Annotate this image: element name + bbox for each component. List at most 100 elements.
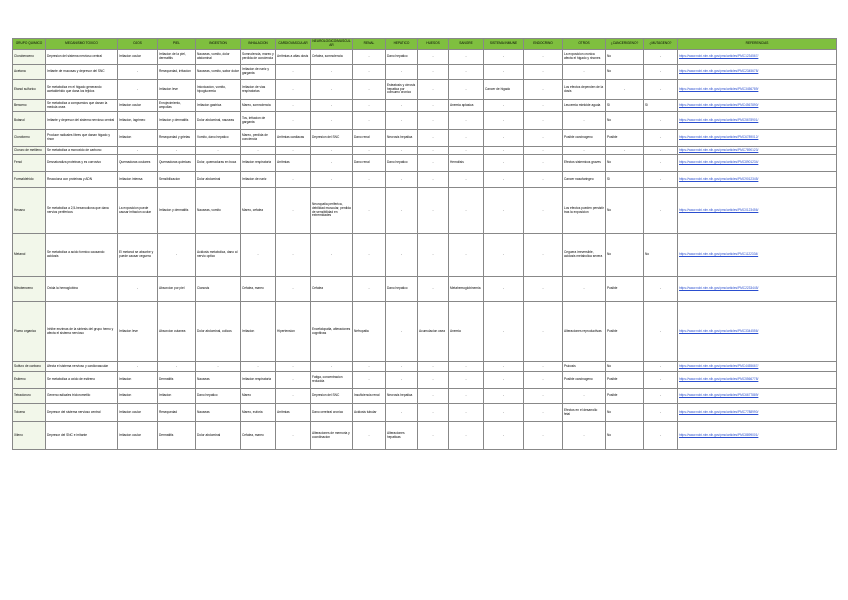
cell: Nauseas, vomito, dolor abdominal <box>195 49 241 65</box>
cell: No <box>605 111 644 130</box>
cell: Irritacion de nariz <box>240 171 276 188</box>
cell: - <box>483 301 524 362</box>
table-row: Nitrobenceno Oxida la hemoglobina - Absorci… <box>12 276 837 302</box>
cell: Irritacion respiratoria <box>240 371 276 389</box>
row-label: Sulfuro de carbono <box>12 361 46 372</box>
cell: Posible <box>605 388 644 404</box>
row-label: Cloroformo <box>12 129 46 147</box>
cell: - <box>448 388 484 404</box>
cell: Irritacion ocular <box>117 421 158 450</box>
reference-link[interactable]: https://www.ncbi.nlm.nih.gov/pmc/article… <box>677 64 837 80</box>
reference-link[interactable]: https://www.ncbi.nlm.nih.gov/pmc/article… <box>677 129 837 147</box>
cell: - <box>385 187 418 234</box>
cell: - <box>385 64 418 80</box>
cell: Se metaboliza a acido formico causando a… <box>45 233 118 277</box>
cell: Oxida la hemoglobina <box>45 276 118 302</box>
cell: - <box>448 403 484 422</box>
reference-link[interactable]: https://www.ncbi.nlm.nih.gov/pmc/article… <box>677 146 837 155</box>
cell: - <box>562 64 606 80</box>
reference-link[interactable]: https://www.ncbi.nlm.nih.gov/pmc/article… <box>677 276 837 302</box>
cell: - <box>117 146 158 155</box>
header-row: GRUPO QUIMICO MECANISMO TOXICO OJOS PIEL ING… <box>12 38 837 50</box>
cell: - <box>417 154 449 172</box>
cell: - <box>562 146 606 155</box>
cell: - <box>352 79 386 100</box>
cell: - <box>417 49 449 65</box>
cell: Absorcion cutanea <box>157 301 196 362</box>
cell: Resequedad <box>157 403 196 422</box>
cell: - <box>523 388 563 404</box>
cell: Depresion del sistema nervioso central <box>45 49 118 65</box>
reference-link[interactable]: https://www.ncbi.nlm.nih.gov/pmc/article… <box>677 111 837 130</box>
reference-link[interactable]: https://www.ncbi.nlm.nih.gov/pmc/article… <box>677 371 837 389</box>
cell: Dano renal <box>352 154 386 172</box>
reference-link[interactable]: https://www.ncbi.nlm.nih.gov/pmc/article… <box>677 233 837 277</box>
cell: - <box>483 49 524 65</box>
cell: Nauseas <box>195 371 241 389</box>
reference-link[interactable]: https://www.ncbi.nlm.nih.gov/pmc/article… <box>677 187 837 234</box>
reference-link[interactable]: https://www.ncbi.nlm.nih.gov/pmc/article… <box>677 361 837 372</box>
table-row: Plomo organico Inhibe enzimas de la sinte… <box>12 301 837 362</box>
cell: Arritmias cardiacas <box>275 129 311 147</box>
cell: Irritacion gastrica <box>195 99 241 112</box>
cell: - <box>483 421 524 450</box>
cell: Depresion del SNC <box>310 388 353 404</box>
reference-link[interactable]: https://www.ncbi.nlm.nih.gov/pmc/article… <box>677 403 837 422</box>
cell: - <box>385 233 418 277</box>
cell: Dano hepatico <box>385 49 418 65</box>
cell: - <box>275 371 311 389</box>
cell: Irritacion de vias respiratorias <box>240 79 276 100</box>
cell: - <box>240 361 276 372</box>
cell: - <box>523 99 563 112</box>
cell: Acidosis tubular <box>352 403 386 422</box>
cell: - <box>523 276 563 302</box>
table-row: Formaldehido Reacciona con proteinas y AD… <box>12 171 837 188</box>
cell: - <box>643 371 678 389</box>
cell: - <box>643 64 678 80</box>
cell: Se metaboliza a 2,5-hexanodiona que dana… <box>45 187 118 234</box>
cell: Quemaduras oculares <box>117 154 158 172</box>
reference-link[interactable]: https://www.ncbi.nlm.nih.gov/pmc/article… <box>677 79 837 100</box>
toxicity-table: GRUPO QUIMICO MECANISMO TOXICO OJOS PIEL ING… <box>12 38 837 450</box>
cell: Cianosis <box>195 276 241 302</box>
cell: Hemolisis <box>448 154 484 172</box>
cell: Anemia <box>448 301 484 362</box>
cell: - <box>117 64 158 80</box>
cell: Mareo <box>240 388 276 404</box>
cell: - <box>605 79 644 100</box>
cell: - <box>385 99 418 112</box>
cell: - <box>523 111 563 130</box>
cell: - <box>643 361 678 372</box>
reference-link[interactable]: https://www.ncbi.nlm.nih.gov/pmc/article… <box>677 49 837 65</box>
cell: - <box>310 64 353 80</box>
cell: Efectos sistemicos graves <box>562 154 606 172</box>
reference-link[interactable]: https://www.ncbi.nlm.nih.gov/pmc/article… <box>677 99 837 112</box>
cell: - <box>417 129 449 147</box>
cell: - <box>275 64 311 80</box>
cell: Dano cerebral cronico <box>310 403 353 422</box>
column-header: OJOS <box>117 38 158 50</box>
cell: - <box>483 388 524 404</box>
cell: - <box>643 403 678 422</box>
cell: - <box>417 233 449 277</box>
cell: - <box>417 421 449 450</box>
cell: Depresion del SNC <box>310 129 353 147</box>
reference-link[interactable]: https://www.ncbi.nlm.nih.gov/pmc/article… <box>677 154 837 172</box>
cell: - <box>157 361 196 372</box>
cell: Irritacion <box>117 129 158 147</box>
reference-link[interactable]: https://www.ncbi.nlm.nih.gov/pmc/article… <box>677 171 837 188</box>
cell: - <box>352 64 386 80</box>
cell: Arritmias <box>275 154 311 172</box>
reference-link[interactable]: https://www.ncbi.nlm.nih.gov/pmc/article… <box>677 388 837 404</box>
cell: - <box>417 403 449 422</box>
reference-link[interactable]: https://www.ncbi.nlm.nih.gov/pmc/article… <box>677 421 837 450</box>
cell: - <box>310 154 353 172</box>
cell: Posible <box>605 129 644 147</box>
cell: Irritacion leve <box>117 301 158 362</box>
cell: - <box>117 79 158 100</box>
cell: Nauseas <box>195 403 241 422</box>
table-row: Benceno Se metaboliza a compuestos que da… <box>12 99 837 112</box>
cell: - <box>523 79 563 100</box>
reference-link[interactable]: https://www.ncbi.nlm.nih.gov/pmc/article… <box>677 301 837 362</box>
column-header: OTROS <box>562 38 606 50</box>
